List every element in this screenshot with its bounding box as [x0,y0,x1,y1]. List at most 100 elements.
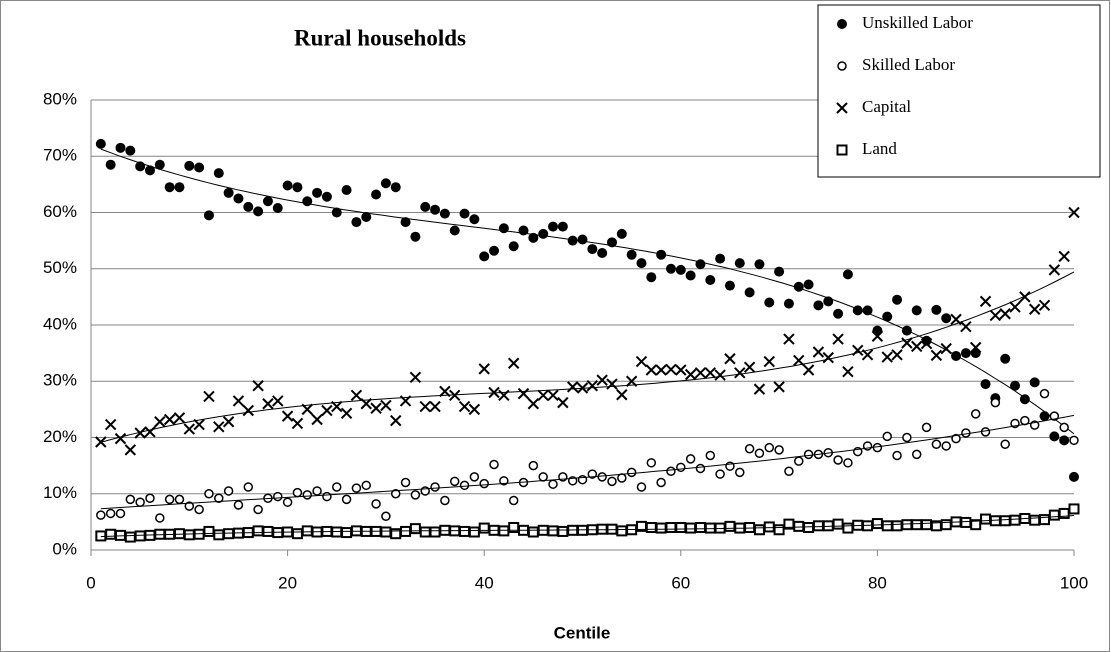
point [155,513,165,523]
point [390,182,401,193]
point [656,249,667,260]
point [527,398,540,410]
point [743,361,756,373]
point [911,449,922,460]
point [812,520,824,532]
point [979,295,992,308]
point [793,520,805,532]
point [763,521,775,533]
point [164,182,175,193]
point [478,522,490,534]
point [223,486,234,496]
point [1019,291,1031,303]
point [606,378,618,390]
point [489,459,499,470]
point [715,469,725,479]
point [675,364,687,376]
point [1048,264,1061,276]
point [183,423,196,435]
point [969,341,982,354]
point [262,398,274,410]
point [340,407,353,420]
chart-title: Rural households [294,25,466,50]
point [134,530,146,542]
point [842,365,854,378]
point [567,235,578,246]
x-tick-label: 60 [671,573,690,592]
point [163,413,176,426]
point [724,280,735,291]
point [508,241,519,252]
point [1049,411,1060,421]
point [390,414,402,427]
point [754,448,765,458]
point [321,404,333,417]
point [528,232,539,243]
point [125,494,136,505]
point [194,162,205,173]
point [95,138,106,149]
point [597,248,608,258]
point [1068,503,1080,515]
point [380,178,391,189]
point [105,159,116,170]
point [871,518,883,530]
point [1068,206,1080,219]
point [341,494,352,505]
point [685,522,697,534]
point [449,476,460,487]
point [479,251,490,262]
y-tick-label: 40% [43,314,77,333]
point [400,525,412,537]
point [862,305,873,316]
point [410,231,421,242]
point [301,525,313,537]
point [410,490,421,500]
point [1039,411,1050,422]
point [291,528,303,540]
point [794,456,804,466]
point [430,482,440,492]
point [223,528,235,540]
point [596,523,608,535]
point [921,519,933,531]
point [744,287,755,298]
point [243,201,254,212]
point [616,228,627,239]
point [882,431,892,442]
point [1038,299,1051,312]
y-tick-label: 30% [43,371,77,390]
point [764,297,775,308]
point [302,196,313,207]
y-tick-label: 10% [43,483,77,502]
point [773,381,785,393]
point [1009,301,1021,313]
point [921,422,932,433]
point [291,417,304,430]
y-tick-label: 80% [43,89,77,108]
legend-marker [837,61,847,71]
point [744,522,756,533]
y-tick-label: 20% [43,427,77,446]
legend-label: Land [862,139,897,158]
point [164,494,175,505]
point [842,522,854,534]
point [1069,471,1079,482]
point [312,486,322,496]
point [685,270,696,281]
point [764,442,775,453]
point [911,340,923,353]
point [793,354,805,367]
series [95,138,1079,482]
point [429,400,441,413]
point [243,482,254,492]
point [499,476,509,486]
point [479,478,489,489]
point [184,501,195,511]
point [842,269,853,280]
point [361,212,372,222]
point [783,298,794,309]
point [498,223,509,234]
point [204,489,214,499]
